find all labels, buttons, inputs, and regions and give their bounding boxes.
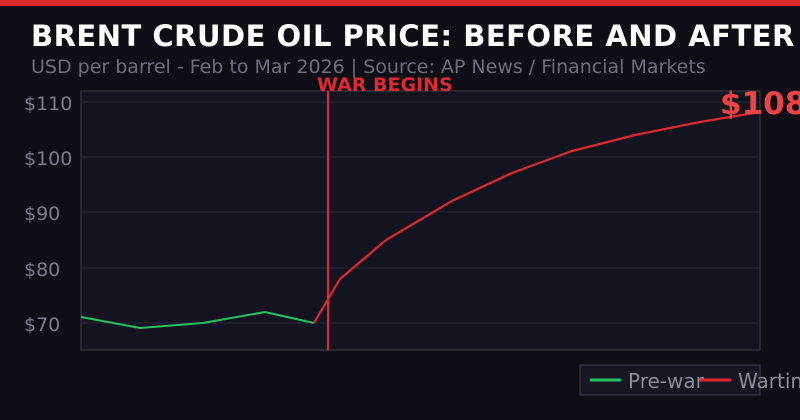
legend-prewar-label: Pre-war [628,369,705,393]
y-tick-label: $70 [24,314,60,336]
y-axis: $70 $80 $90 $100 $110 [24,93,72,336]
wartime-line [313,110,761,324]
legend: Pre-war Wartime [579,364,800,396]
legend-wartime-label: Wartime [738,369,800,393]
y-tick-label: $110 [24,93,72,115]
chart-title: BRENT CRUDE OIL PRICE: BEFORE AND AFTER … [31,19,800,53]
end-value-label: $108 [720,86,800,122]
chart-subtitle: USD per barrel - Feb to Mar 2026 | Sourc… [31,56,706,78]
y-tick-label: $100 [24,148,72,170]
y-tick-label: $90 [24,203,60,225]
prewar-line [80,310,315,330]
y-tick-label: $80 [24,259,60,281]
accent-bar [0,0,800,6]
war-begins-label: WAR BEGINS [317,74,453,96]
